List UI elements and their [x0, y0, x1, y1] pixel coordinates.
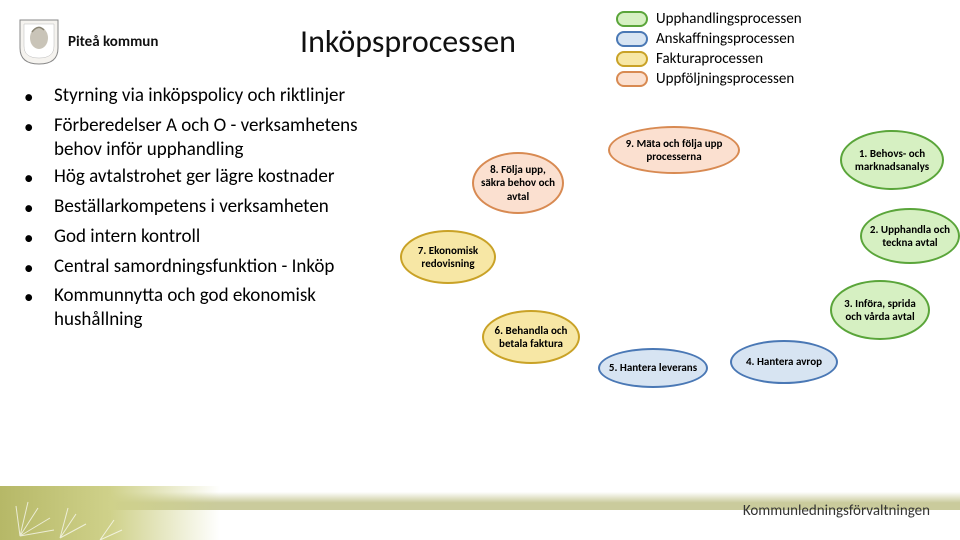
bullet-text: Styrning via inköpspolicy och riktlinjer	[54, 84, 345, 110]
legend-row: Fakturaprocessen	[616, 50, 802, 68]
legend-label: Uppföljningsprocessen	[656, 70, 794, 88]
list-item: • Beställarkompetens i verksamheten	[24, 195, 384, 221]
legend-swatch	[616, 71, 648, 87]
cycle-node: 3. Införa, sprida och vårda avtal	[830, 280, 930, 340]
cycle-node: 1. Behovs- och marknadsanalys	[840, 130, 944, 190]
legend-swatch	[616, 51, 648, 67]
bullet-text: God intern kontroll	[54, 225, 200, 251]
bullet-dot: •	[24, 255, 34, 281]
bullet-text: Förberedelser A och O - verksamhetens be…	[54, 114, 384, 162]
legend-row: Anskaffningsprocessen	[616, 30, 802, 48]
bullet-list: • Styrning via inköpspolicy och riktlinje…	[24, 84, 384, 336]
cycle-node: 9. Mäta och följa upp processerna	[608, 126, 740, 174]
cycle-node: 8. Följa upp, säkra behov och avtal	[472, 152, 564, 214]
cycle-node: 7. Ekonomisk redovisning	[400, 230, 496, 284]
cycle-node: 6. Behandla och betala faktura	[482, 310, 580, 364]
legend-label: Upphandlingsprocessen	[656, 10, 802, 28]
list-item: • Kommunnytta och god ekonomisk hushållni…	[24, 284, 384, 332]
legend-row: Upphandlingsprocessen	[616, 10, 802, 28]
slide: Piteå kommun Inköpsprocessen Upphandling…	[0, 0, 960, 540]
shield-icon	[18, 18, 60, 66]
logo: Piteå kommun	[18, 18, 158, 66]
footer-label: Kommunledningsförvaltningen	[743, 502, 930, 520]
logo-text: Piteå kommun	[68, 33, 158, 51]
process-cycle: 1. Behovs- och marknadsanalys 2. Upphandl…	[380, 120, 960, 440]
bullet-dot: •	[24, 195, 34, 221]
cycle-node: 2. Upphandla och teckna avtal	[860, 208, 960, 264]
legend-label: Fakturaprocessen	[656, 50, 763, 68]
list-item: • Styrning via inköpspolicy och riktlinje…	[24, 84, 384, 110]
cycle-node: 5. Hantera leverans	[598, 348, 708, 388]
leaf-pattern-icon	[0, 486, 220, 540]
legend-label: Anskaffningsprocessen	[656, 30, 795, 48]
cycle-node: 4. Hantera avrop	[730, 340, 838, 384]
legend: Upphandlingsprocessen Anskaffningsprocess…	[616, 10, 802, 90]
list-item: • God intern kontroll	[24, 225, 384, 251]
bullet-text: Kommunnytta och god ekonomisk hushållnin…	[54, 284, 384, 332]
page-title: Inköpsprocessen	[300, 22, 516, 61]
bullet-dot: •	[24, 165, 34, 191]
list-item: • Förberedelser A och O - verksamhetens b…	[24, 114, 384, 162]
bullet-text: Hög avtalstrohet ger lägre kostnader	[54, 165, 335, 191]
bullet-dot: •	[24, 225, 34, 251]
bullet-dot: •	[24, 284, 34, 332]
legend-swatch	[616, 11, 648, 27]
legend-swatch	[616, 31, 648, 47]
list-item: • Hög avtalstrohet ger lägre kostnader	[24, 165, 384, 191]
bullet-text: Beställarkompetens i verksamheten	[54, 195, 329, 221]
footer-decoration	[0, 486, 220, 540]
legend-row: Uppföljningsprocessen	[616, 70, 802, 88]
bullet-ul: • Styrning via inköpspolicy och riktlinje…	[24, 84, 384, 332]
list-item: • Central samordningsfunktion - Inköp	[24, 255, 384, 281]
footer: Kommunledningsförvaltningen	[0, 486, 960, 540]
bullet-text: Central samordningsfunktion - Inköp	[54, 255, 334, 281]
bullet-dot: •	[24, 114, 34, 162]
bullet-dot: •	[24, 84, 34, 110]
